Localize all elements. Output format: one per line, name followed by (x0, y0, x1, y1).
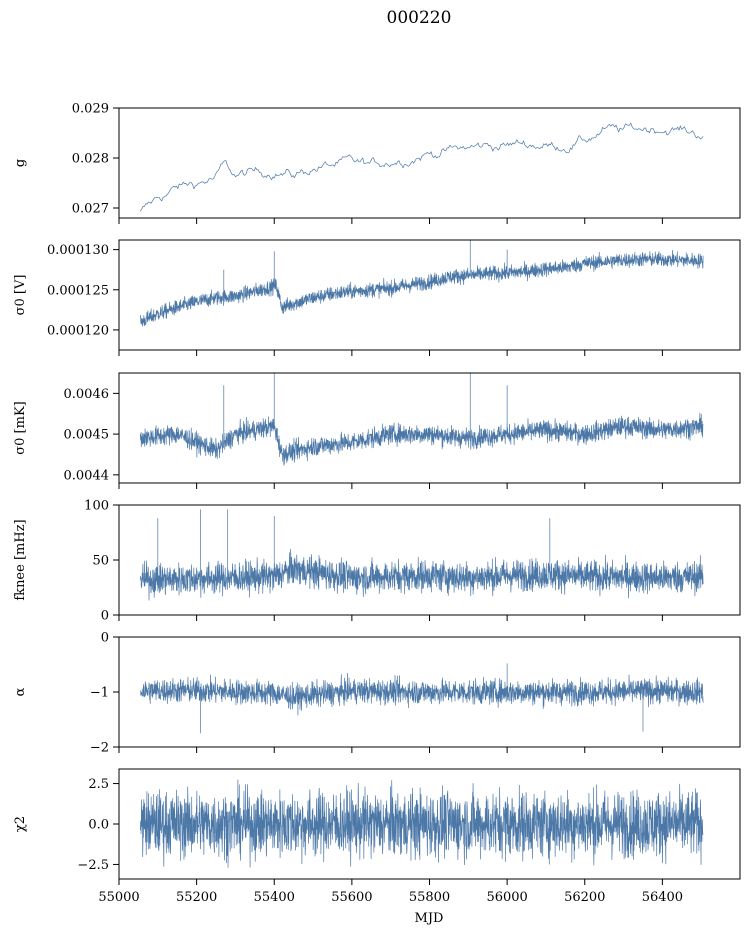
panel-1: 0.027 0.028 0.029 g (13, 102, 741, 224)
y-axis-label-3: σ0 [mK] (13, 401, 28, 454)
y-axis-label-5: α (13, 687, 28, 696)
series-line-4 (140, 509, 704, 601)
axes-frame-1 (118, 107, 741, 219)
x-tick-label: 55200 (176, 890, 217, 905)
y-tick-label: 0.000120 (47, 323, 109, 338)
series-line-5 (140, 663, 704, 734)
x-tick-label: 55600 (331, 890, 372, 905)
y-tick-label: 2.5 (88, 777, 109, 792)
y-axis-label-4: fknee [mHz] (13, 519, 28, 600)
panel-6: −2.5 0.0 2.5 χ2 55000 55200 55400 55600 55800 560… (13, 768, 741, 905)
y-tick-label: 0.000125 (47, 283, 109, 298)
y-axis-label-1: g (13, 159, 28, 167)
x-tick-label: 56000 (486, 890, 527, 905)
y-tick-label: 50 (92, 554, 109, 569)
y-tick-label: 0.028 (72, 152, 109, 167)
axes-frame-4 (118, 504, 741, 616)
y-tick-label: 0.0045 (64, 428, 110, 443)
x-tick-label: 55000 (98, 890, 139, 905)
y-tick-label: 0.000130 (47, 243, 109, 258)
x-tick-label: 56200 (564, 890, 605, 905)
y-axis-label-6: χ2 (13, 816, 28, 832)
series-line-3 (140, 373, 704, 466)
x-tick-label: 56400 (642, 890, 683, 905)
series-line-2 (140, 240, 704, 327)
y-tick-label: −2.5 (77, 858, 109, 873)
y-tick-label: −1 (90, 686, 109, 701)
figure-title: 000220 (387, 8, 452, 28)
panel-4: 0 50 100 fknee [mHz] (13, 499, 741, 624)
y-tick-label: 0.029 (72, 102, 109, 117)
y-tick-label: 0.0 (88, 818, 109, 833)
x-axis-label: MJD (415, 911, 444, 926)
panel-3: 0.0044 0.0045 0.0046 σ0 [mK] (13, 372, 741, 489)
panels: 0.027 0.028 0.029 g 0.000120 0.000125 0.000130… (13, 102, 741, 905)
x-tick-label: 55800 (409, 890, 450, 905)
y-tick-label: 0.027 (72, 202, 109, 217)
y-tick-label: 0 (101, 609, 109, 624)
y-tick-label: 100 (84, 499, 109, 514)
y-tick-label: 0.0046 (64, 387, 110, 402)
x-tick-label: 55400 (254, 890, 295, 905)
series-line-1 (140, 122, 704, 212)
panel-2: 0.000120 0.000125 0.000130 σ0 [V] (13, 239, 741, 356)
y-axis-label-2: σ0 [V] (13, 275, 28, 316)
y-tick-label: −2 (90, 741, 109, 756)
panel-5: −2 −1 0 α (13, 631, 741, 756)
series-line-6 (140, 779, 704, 868)
y-tick-label: 0.0044 (64, 468, 110, 483)
y-tick-label: 0 (101, 631, 109, 646)
